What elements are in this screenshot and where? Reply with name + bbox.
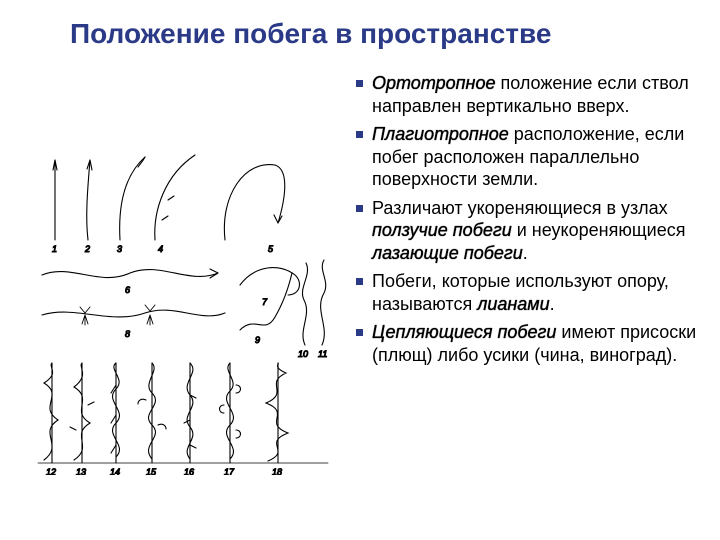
bullet-list-container: Ортотропное положение если ствол направл… [350, 72, 700, 372]
svg-text:14: 14 [110, 467, 120, 475]
list-item: Ортотропное положение если ствол направл… [350, 72, 700, 117]
svg-text:3: 3 [117, 244, 122, 254]
page-title: Положение побега в пространстве [70, 18, 690, 50]
term: лазающие побеги [372, 243, 523, 263]
svg-text:18: 18 [272, 467, 282, 475]
svg-text:10: 10 [298, 349, 308, 359]
svg-text:4: 4 [158, 244, 163, 254]
text: и неукореняющиеся [512, 220, 686, 240]
svg-text:7: 7 [262, 297, 268, 307]
term: Цепляющиеся побеги [372, 322, 556, 342]
list-item: Плагиотропное расположение, если побег р… [350, 123, 700, 191]
term: лианами [477, 294, 549, 314]
term: Плагиотропное [372, 124, 509, 144]
text: Различают укореняющиеся в узлах [372, 198, 668, 218]
shoot-orientation-diagram: 1 2 3 4 5 6 [30, 145, 330, 475]
list-item: Цепляющиеся побеги имеют присоски (плющ)… [350, 321, 700, 366]
svg-text:5: 5 [268, 244, 274, 254]
svg-text:16: 16 [184, 467, 194, 475]
term: ползучие побеги [372, 220, 512, 240]
svg-text:17: 17 [224, 467, 235, 475]
svg-text:15: 15 [146, 467, 157, 475]
svg-text:12: 12 [46, 467, 56, 475]
bullet-list: Ортотропное положение если ствол направл… [350, 72, 700, 366]
term: Ортотропное [372, 73, 495, 93]
text: . [550, 294, 555, 314]
svg-text:8: 8 [125, 329, 130, 339]
svg-text:9: 9 [255, 335, 260, 345]
list-item: Различают укореняющиеся в узлах ползучие… [350, 197, 700, 265]
list-item: Побеги, которые используют опору, называ… [350, 270, 700, 315]
svg-text:1: 1 [52, 244, 57, 254]
svg-text:11: 11 [318, 349, 327, 359]
slide: Положение побега в пространстве 1 2 3 [0, 0, 720, 540]
svg-text:2: 2 [84, 244, 90, 254]
svg-text:13: 13 [76, 467, 86, 475]
svg-text:6: 6 [125, 285, 130, 295]
text: . [523, 243, 528, 263]
